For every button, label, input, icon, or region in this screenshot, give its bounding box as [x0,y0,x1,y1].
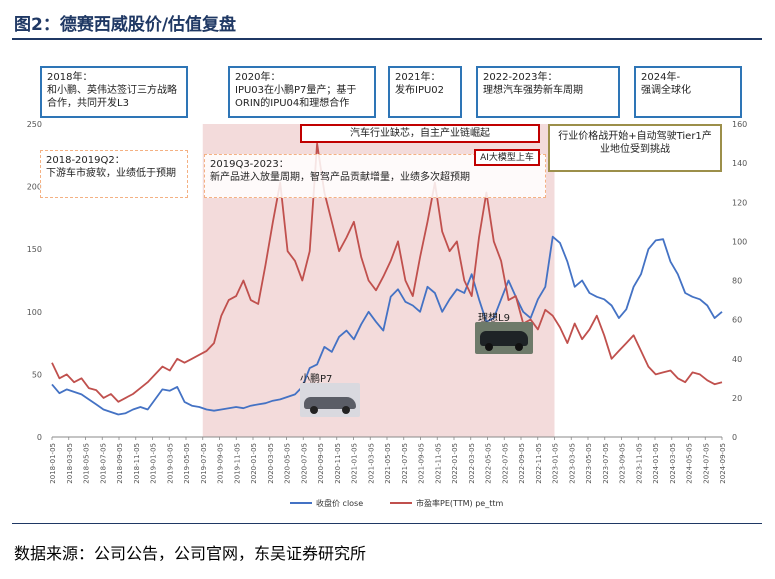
milestone-2022-text: 理想汽车强势新车周期 [483,85,583,96]
x-tick-label: 2019-09-05 [217,443,225,484]
milestone-2022-2023: 2022-2023年： 理想汽车强势新车周期 [476,66,620,118]
x-tick-label: 2019-05-05 [183,443,191,484]
x-tick-label: 2018-11-05 [133,443,141,484]
supply-chain-box: 汽车行业缺芯，自主产业链崛起 [300,124,540,143]
milestone-2021-year: 2021年： [395,72,441,83]
y-right-tick-label: 40 [732,355,742,364]
lixiang-l9-label: 理想L9 [478,313,510,324]
x-tick-label: 2021-03-05 [367,443,375,484]
y-right-tick-label: 100 [732,237,747,246]
x-tick-label: 2023-01-05 [552,443,560,484]
x-tick-label: 2024-09-05 [719,443,727,484]
y-left-tick-label: 150 [27,245,42,254]
x-tick-label: 2024-03-05 [669,443,677,484]
y-left-tick-label: 200 [27,183,42,192]
milestone-2024-year: 2024年- [641,72,681,83]
x-tick-label: 2018-09-05 [116,443,124,484]
x-tick-label: 2021-11-05 [434,443,442,484]
x-tick-label: 2024-07-05 [702,443,710,484]
x-tick-label: 2023-07-05 [602,443,610,484]
lixiang-car-wheel-front [485,343,493,351]
ai-model-text: AI大模型上车 [480,153,534,163]
legend-label-pe: 市盈率PE(TTM) pe_ttm [416,498,503,508]
lixiang-car-body [480,331,528,346]
x-tick-label: 2020-01-05 [250,443,258,484]
series-line-pe-ttm [51,142,723,403]
x-tick-label: 2018-05-05 [83,443,91,484]
x-tick-label: 2019-07-05 [200,443,208,484]
x-tick-label: 2021-07-05 [401,443,409,484]
milestone-2022-year: 2022-2023年： [483,72,558,83]
title-rule [12,38,762,40]
x-tick-label: 2023-09-05 [619,443,627,484]
x-tick-label: 2022-11-05 [535,443,543,484]
x-tick-label: 2019-11-05 [233,443,241,484]
x-tick-label: 2018-03-05 [66,443,74,484]
xpeng-car-wheel-rear [342,406,350,414]
y-right-tick-label: 160 [732,120,747,129]
x-tick-label: 2023-05-05 [585,443,593,484]
x-tick-label: 2018-01-05 [49,443,57,484]
x-tick-label: 2021-01-05 [351,443,359,484]
period-2019-text: 新产品进入放量周期，智驾产品贡献增量，业绩多次超预期 [210,172,470,183]
x-tick-label: 2020-03-05 [267,443,275,484]
milestone-2018-year: 2018年： [47,72,93,83]
bottom-rule [12,523,762,524]
x-tick-label: 2024-01-05 [652,443,660,484]
milestone-2024: 2024年- 强调全球化 [634,66,742,118]
xpeng-car-wheel-front [310,406,318,414]
y-right-tick-label: 120 [732,198,747,207]
y-right-tick-label: 0 [732,433,737,442]
milestone-2020-year: 2020年： [235,72,281,83]
x-tick-label: 2022-03-05 [468,443,476,484]
milestone-2020-text: IPU03在小鹏P7量产；基于ORIN的IPU04和理想合作 [235,85,357,109]
legend-label-close: 收盘价 close [316,498,363,508]
xpeng-p7-label: 小鹏P7 [300,374,333,385]
xpeng-p7-image [300,383,360,417]
milestone-2018-text: 和小鹏、英伟达签订三方战略合作，共同开发L3 [47,85,177,109]
milestone-2024-text: 强调全球化 [641,85,691,96]
x-tick-label: 2020-09-05 [317,443,325,484]
y-right-tick-label: 60 [732,316,742,325]
milestone-2018: 2018年： 和小鹏、英伟达签订三方战略合作，共同开发L3 [40,66,188,118]
lixiang-car-wheel-rear [515,343,523,351]
x-tick-label: 2020-11-05 [334,443,342,484]
x-tick-label: 2022-05-05 [485,443,493,484]
milestone-2021-text: 发布IPU02 [395,85,445,96]
period-2019-title: 2019Q3-2023： [210,159,289,170]
ai-model-box: AI大模型上车 [474,149,540,166]
tier1-text: 行业价格战开始+自动驾驶Tier1产业地位受到挑战 [558,131,712,155]
tier1-box: 行业价格战开始+自动驾驶Tier1产业地位受到挑战 [548,124,722,172]
x-tick-label: 2019-01-05 [150,443,158,484]
source-note: 数据来源：公司公告，公司官网，东吴证券研究所 [14,544,367,563]
y-left-tick-label: 100 [27,308,42,317]
lixiang-l9-image [475,322,533,354]
milestone-2020: 2020年： IPU03在小鹏P7量产；基于ORIN的IPU04和理想合作 [228,66,376,118]
x-tick-label: 2023-11-05 [635,443,643,484]
period-2018-box: 2018-2019Q2： 下游车市疲软，业绩低于预期 [40,150,188,198]
x-tick-label: 2022-01-05 [451,443,459,484]
x-tick-label: 2018-07-05 [99,443,107,484]
x-tick-label: 2023-03-05 [568,443,576,484]
x-tick-label: 2019-03-05 [166,443,174,484]
period-2018-text: 下游车市疲软，业绩低于预期 [46,168,176,179]
x-tick-label: 2020-07-05 [300,443,308,484]
x-tick-label: 2021-09-05 [418,443,426,484]
x-tick-label: 2020-05-05 [284,443,292,484]
period-2018-title: 2018-2019Q2： [46,155,125,166]
y-left-tick-label: 0 [37,433,42,442]
figure-title: 图2：德赛西威股价/估值复盘 [14,15,237,35]
y-left-tick-label: 50 [32,370,42,379]
x-tick-label: 2024-05-05 [686,443,694,484]
y-right-tick-label: 140 [732,159,747,168]
series-line-close-price [51,235,723,416]
milestone-2021: 2021年： 发布IPU02 [388,66,462,118]
y-left-tick-label: 250 [27,120,42,129]
x-tick-label: 2022-09-05 [518,443,526,484]
y-right-tick-label: 20 [732,394,742,403]
x-tick-label: 2021-05-05 [384,443,392,484]
x-tick-label: 2022-07-05 [501,443,509,484]
y-right-tick-label: 80 [732,277,742,286]
supply-chain-text: 汽车行业缺芯，自主产业链崛起 [350,128,490,139]
